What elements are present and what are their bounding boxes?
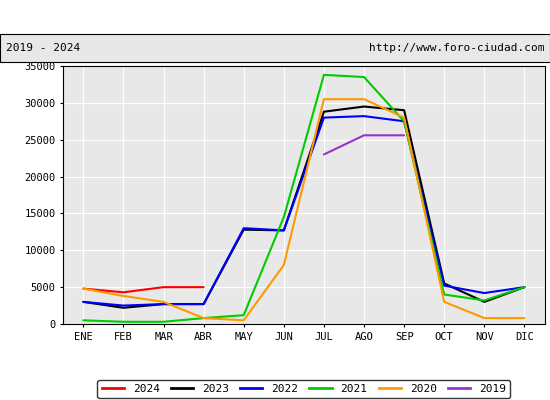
Text: 2019 - 2024: 2019 - 2024 [6, 43, 80, 53]
Text: http://www.foro-ciudad.com: http://www.foro-ciudad.com [369, 43, 544, 53]
Legend: 2024, 2023, 2022, 2021, 2020, 2019: 2024, 2023, 2022, 2021, 2020, 2019 [97, 380, 510, 398]
Text: Evolucion Nº Turistas Nacionales en el municipio de Arnuero: Evolucion Nº Turistas Nacionales en el m… [39, 10, 511, 24]
